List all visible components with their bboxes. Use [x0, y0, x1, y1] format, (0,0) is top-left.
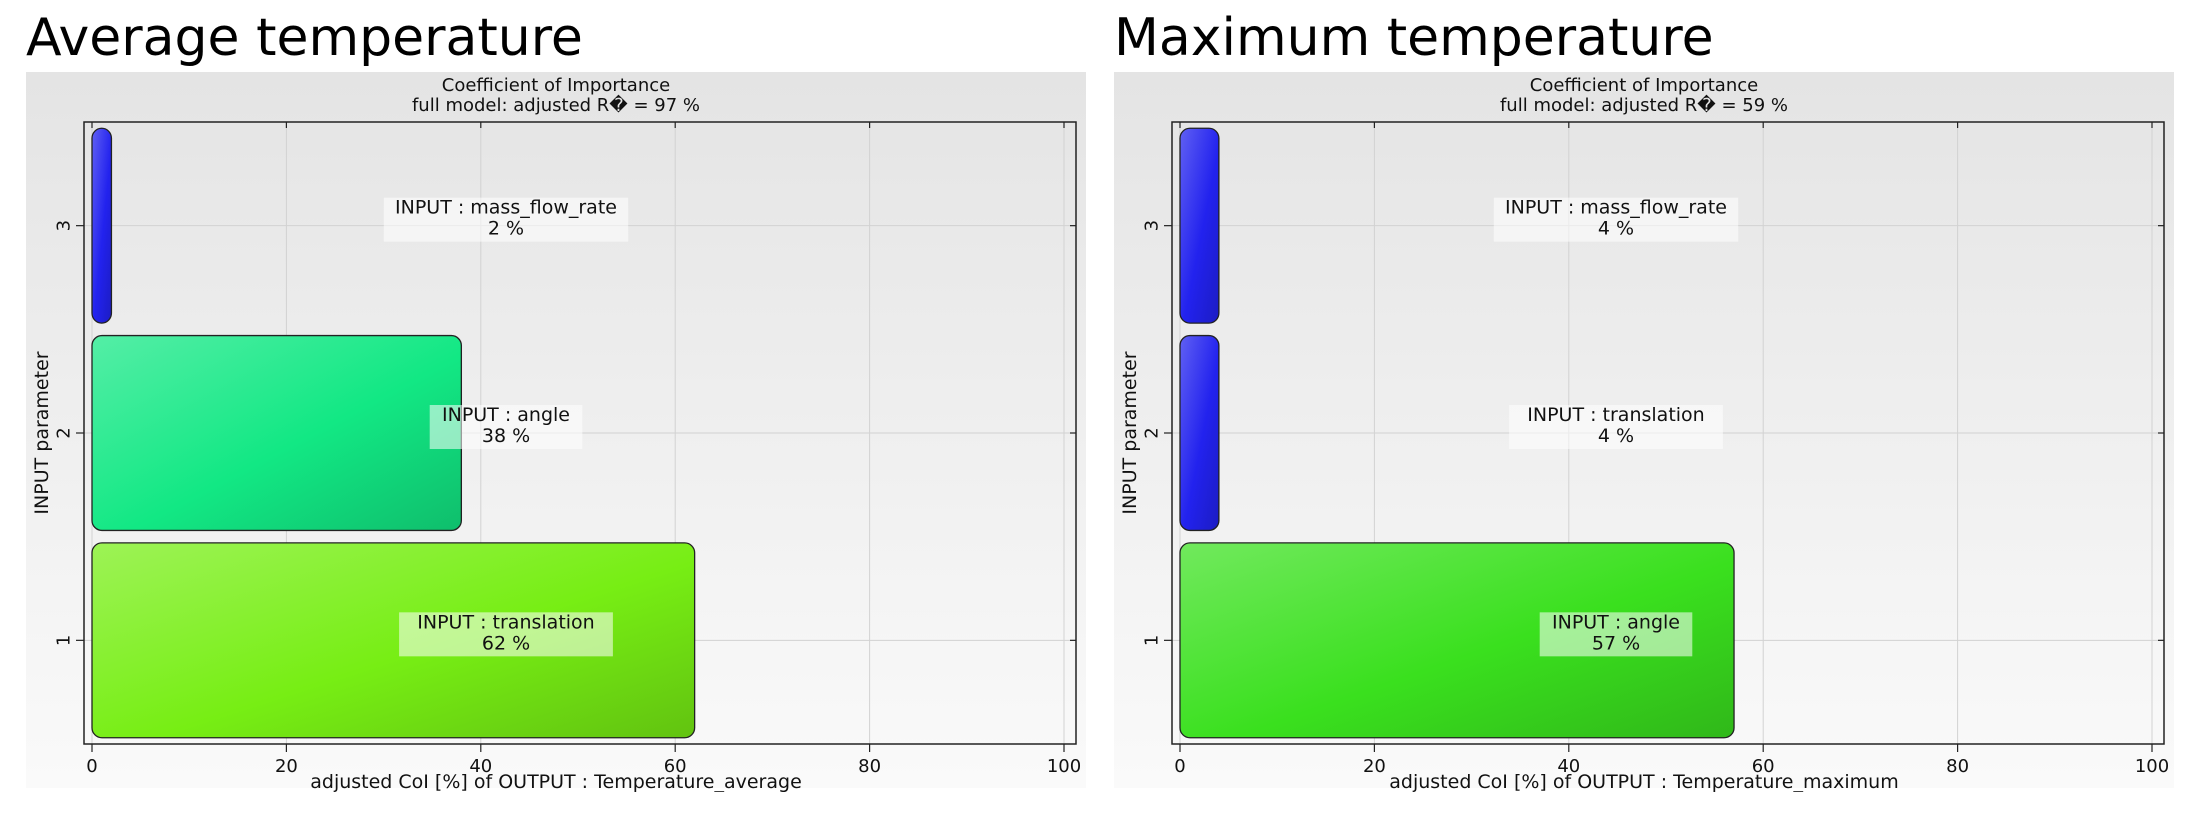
chart-subtitle: full model: adjusted R� = 97 %: [412, 94, 700, 116]
bar-label-value: 57 %: [1592, 632, 1640, 654]
bar-label-box: [1509, 405, 1723, 449]
y-tick-label: 3: [1142, 220, 1163, 231]
x-tick-label: 40: [1557, 756, 1580, 777]
x-tick-label: 40: [469, 756, 492, 777]
bar-label-name: INPUT : translation: [417, 611, 594, 633]
y-tick-label: 2: [1142, 427, 1163, 438]
y-tick-label: 3: [54, 220, 75, 231]
bar-3: [91, 127, 113, 324]
bar-label-name: INPUT : angle: [442, 404, 570, 426]
x-tick-label: 0: [86, 756, 97, 777]
bar-label-value: 2 %: [488, 218, 524, 240]
bar-1: [91, 542, 696, 739]
bar-label-name: INPUT : mass_flow_rate: [1505, 197, 1727, 219]
y-axis-label: INPUT parameter: [1119, 351, 1141, 514]
x-tick-label: 100: [1047, 756, 1081, 777]
bar-label-value: 38 %: [482, 425, 530, 447]
panel-title-average: Average temperature: [26, 8, 583, 68]
bar-1: [1179, 542, 1735, 739]
bar-2: [1179, 334, 1220, 532]
chart-title: Coefficient of Importance: [442, 75, 670, 96]
bar-label-value: 4 %: [1598, 425, 1634, 447]
y-tick-label: 1: [54, 635, 75, 646]
x-tick-label: 80: [858, 756, 881, 777]
chart-subtitle: full model: adjusted R� = 59 %: [1500, 94, 1788, 116]
panel-title-maximum: Maximum temperature: [1114, 8, 1714, 68]
x-tick-label: 20: [275, 756, 298, 777]
y-axis-label: INPUT parameter: [31, 351, 53, 514]
x-tick-label: 0: [1174, 756, 1185, 777]
x-tick-label: 100: [2135, 756, 2169, 777]
bar-label-box: [383, 197, 629, 242]
bar-label-box: [429, 405, 583, 449]
x-tick-label: 80: [1946, 756, 1969, 777]
bar-label-name: INPUT : angle: [1552, 611, 1680, 633]
bar-label-value: 62 %: [482, 632, 530, 654]
x-tick-label: 60: [1752, 756, 1775, 777]
bar-label-name: INPUT : translation: [1527, 404, 1704, 426]
x-axis-label: adjusted CoI [%] of OUTPUT : Temperature…: [1389, 771, 1898, 792]
bar-label-box: [1539, 612, 1693, 657]
x-tick-label: 20: [1363, 756, 1386, 777]
bar-3: [1179, 127, 1220, 324]
y-tick-label: 2: [54, 427, 75, 438]
y-tick-label: 1: [1142, 635, 1163, 646]
bar-label-box: [399, 612, 613, 657]
chart-title: Coefficient of Importance: [1530, 75, 1758, 96]
bar-label-box: [1493, 197, 1739, 242]
bar-label-name: INPUT : mass_flow_rate: [395, 197, 617, 219]
bar-2: [91, 334, 463, 532]
x-tick-label: 60: [664, 756, 687, 777]
bar-label-value: 4 %: [1598, 218, 1634, 240]
x-axis-label: adjusted CoI [%] of OUTPUT : Temperature…: [310, 771, 802, 792]
